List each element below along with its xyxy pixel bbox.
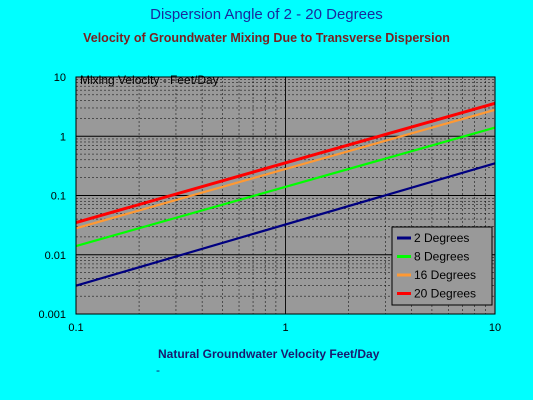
x-axis-label-extra: -: [156, 363, 160, 377]
x-axis-label: Natural Groundwater Velocity Feet/Day: [158, 347, 380, 361]
series-line-16-degrees: [75, 108, 496, 230]
x-tick-label: 1: [282, 322, 288, 334]
x-tick-label: 0.1: [68, 322, 83, 334]
legend-label: 8 Degrees: [414, 250, 469, 264]
series-line-20-degrees: [75, 101, 496, 224]
legend-label: 20 Degrees: [414, 287, 476, 301]
y-tick-label: 0.001: [38, 309, 66, 321]
tick-layer: 0.001 0.01 0.1 1 10 0.1 1 10: [38, 72, 501, 334]
legend-entry: 8 Degrees: [397, 250, 469, 264]
series-line-8-degrees: [75, 126, 496, 248]
legend-entry: 16 Degrees: [397, 268, 476, 282]
legend-entry: 20 Degrees: [397, 287, 476, 301]
series-line-2-degrees: [75, 162, 496, 287]
x-tick-label: 10: [489, 322, 501, 334]
series-layer: [75, 101, 496, 287]
y-tick-label: 0.01: [45, 250, 66, 262]
y-tick-label: 0.1: [51, 191, 66, 203]
y-axis-label: Mixing Velocity - Feet/Day: [80, 73, 219, 87]
y-tick-label: 1: [60, 131, 66, 143]
legend-label: 16 Degrees: [414, 268, 476, 282]
y-tick-label: 10: [54, 72, 66, 84]
chart-title: Dispersion Angle of 2 - 20 Degrees: [150, 6, 383, 23]
plot-border: [75, 76, 496, 315]
legend-entry: 2 Degrees: [397, 231, 469, 245]
legend: 2 Degrees 8 Degrees 16 Degrees 20 Degrees: [391, 226, 493, 306]
chart-subtitle: Velocity of Groundwater Mixing Due to Tr…: [83, 31, 450, 45]
legend-label: 2 Degrees: [414, 231, 469, 245]
